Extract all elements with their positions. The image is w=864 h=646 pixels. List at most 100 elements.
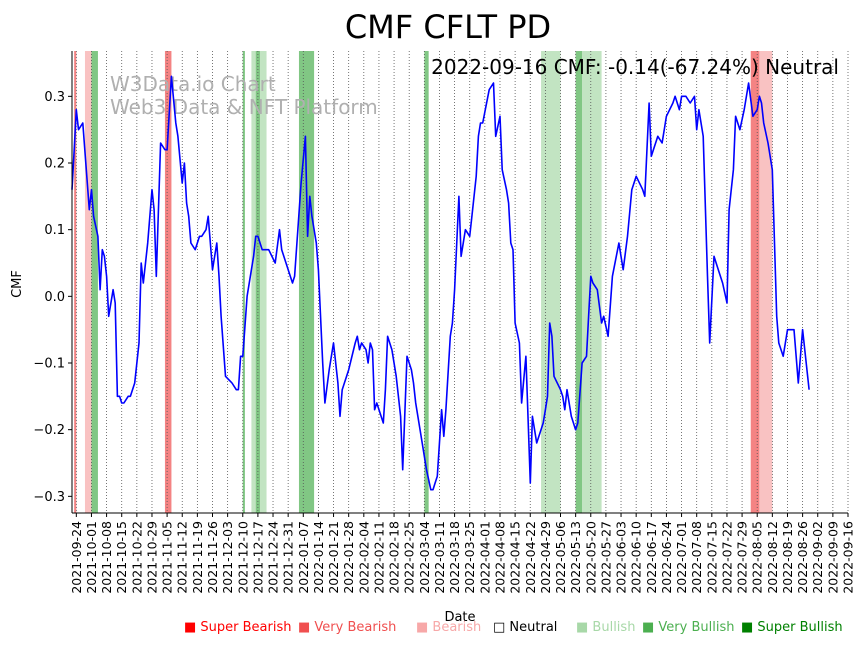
x-tick-label-35: 2022-05-27 [598,521,613,594]
sentiment-band-13 [750,51,760,513]
status-annotation: 2022-09-16 CMF: -0.14(-67.24%) Neutral [431,55,839,79]
legend-label: Super Bullish [757,620,843,635]
sentiment-band-10 [541,51,561,513]
x-tick-label-15: 2022-01-07 [296,521,311,594]
x-tick-label-26: 2022-03-25 [462,521,477,594]
x-axis-label: Date [444,610,475,625]
y-tick-label-4: 0.1 [44,223,65,238]
x-tick-label-7: 2021-11-12 [175,521,190,594]
sentiment-band-5 [251,51,256,513]
legend-item-neutral: □ Neutral [493,620,557,635]
legend-label: Super Bearish [200,620,292,635]
x-tick-label-40: 2022-07-01 [674,521,689,594]
sentiment-band-4 [242,51,245,513]
x-tick-label-44: 2022-07-29 [735,521,750,594]
x-tick-label-19: 2022-02-04 [356,521,371,594]
legend-label: Neutral [509,620,558,635]
x-tick-label-32: 2022-05-06 [553,521,568,594]
watermark-line-1: W3Data.io Chart [110,72,276,96]
x-tick-label-8: 2021-11-19 [190,521,205,594]
x-tick-label-31: 2022-04-29 [538,521,553,594]
sentiment-band-2 [91,51,98,513]
x-tick-label-37: 2022-06-10 [629,521,644,594]
legend-item-bullish: ■ Bullish [576,620,635,635]
x-tick-label-39: 2022-06-24 [659,521,674,594]
y-axis-label: CMF [10,270,25,298]
x-tick-label-3: 2021-10-15 [114,521,129,594]
x-tick-label-22: 2022-02-25 [402,521,417,594]
x-tick-label-41: 2022-07-08 [689,521,704,594]
sentiment-bands [74,51,773,513]
x-tick-label-23: 2022-03-04 [417,521,432,594]
watermark-line-2: Web3 Data & NFT Platform [110,95,378,119]
legend-swatch: ■ [298,620,315,635]
legend-item-super-bullish: ■ Super Bullish [741,620,843,635]
cmf-line [71,75,810,491]
x-tick-label-14: 2021-12-31 [281,521,296,594]
x-tick-label-43: 2022-07-22 [719,521,734,594]
y-tick-label-3: 0.0 [44,290,65,305]
x-tick-label-49: 2022-09-02 [810,521,825,594]
legend-swatch: ■ [741,620,758,635]
x-tick-label-50: 2022-09-09 [825,521,840,594]
x-tick-label-16: 2022-01-14 [311,521,326,594]
x-tick-label-33: 2022-05-13 [568,521,583,594]
x-tick-label-25: 2022-03-18 [447,521,462,594]
x-tick-label-2: 2021-10-08 [99,521,114,594]
vertical-grid [75,51,849,513]
sentiment-band-0 [74,51,77,513]
legend-item-very-bullish: ■ Very Bullish [642,620,734,635]
x-tick-label-47: 2022-08-19 [780,521,795,594]
sentiment-band-11 [575,51,583,513]
x-tick-label-29: 2022-04-15 [508,521,523,594]
legend-item-bearish: ■ Bearish [416,620,481,635]
x-tick-label-6: 2021-11-05 [160,521,175,594]
x-tick-label-21: 2022-02-18 [387,521,402,594]
legend-item-super-bearish: ■ Super Bearish [184,620,292,635]
sentiment-band-3 [164,51,172,513]
sentiment-band-9 [424,51,429,513]
x-tick-label-18: 2022-01-28 [341,521,356,594]
x-tick-label-45: 2022-08-05 [750,521,765,594]
x-tick-label-20: 2022-02-11 [371,521,386,594]
sentiment-band-14 [759,51,773,513]
sentiment-band-1 [84,51,92,513]
y-tick-label-1: −0.2 [33,423,65,438]
x-tick-label-27: 2022-04-01 [477,521,492,594]
y-tick-label-5: 0.2 [44,157,65,172]
x-tick-label-12: 2021-12-17 [250,521,265,594]
legend-label: Bullish [592,620,636,635]
x-tick-label-46: 2022-08-12 [765,521,780,594]
legend-label: Very Bullish [658,620,735,635]
legend-label: Bearish [432,620,482,635]
x-tick-label-36: 2022-06-03 [614,521,629,594]
x-tick-label-48: 2022-08-26 [795,521,810,594]
x-tick-label-42: 2022-07-15 [704,521,719,594]
x-tick-label-0: 2021-09-24 [69,521,84,594]
legend-label: Very Bearish [314,620,397,635]
sentiment-band-8 [298,51,315,513]
x-tick-label-4: 2021-10-22 [129,521,144,594]
x-tick-label-9: 2021-11-26 [205,521,220,594]
x-tick-label-38: 2022-06-17 [644,521,659,594]
chart-title: CMF CFLT PD [345,8,551,46]
legend-swatch: ■ [642,620,659,635]
x-tick-label-30: 2022-04-22 [523,521,538,594]
sentiment-band-7 [260,51,267,513]
x-tick-label-10: 2021-12-03 [220,521,235,594]
legend-item-very-bearish: ■ Very Bearish [298,620,396,635]
legend-swatch: ■ [576,620,593,635]
x-tick-label-1: 2021-10-01 [84,521,99,594]
x-tick-label-51: 2022-09-16 [841,521,856,594]
x-tick-label-5: 2021-10-29 [144,521,159,594]
cmf-series [71,75,810,491]
x-tick-label-13: 2021-12-24 [266,521,281,594]
legend: ■ Super Bearish ■ Very Bearish ■ Bearish □ … [0,620,864,640]
y-tick-label-6: 0.3 [44,90,65,105]
legend-swatch: ■ [416,620,433,635]
x-tick-label-24: 2022-03-11 [432,521,447,594]
x-tick-label-34: 2022-05-20 [583,521,598,594]
x-tick-label-17: 2022-01-21 [326,521,341,594]
